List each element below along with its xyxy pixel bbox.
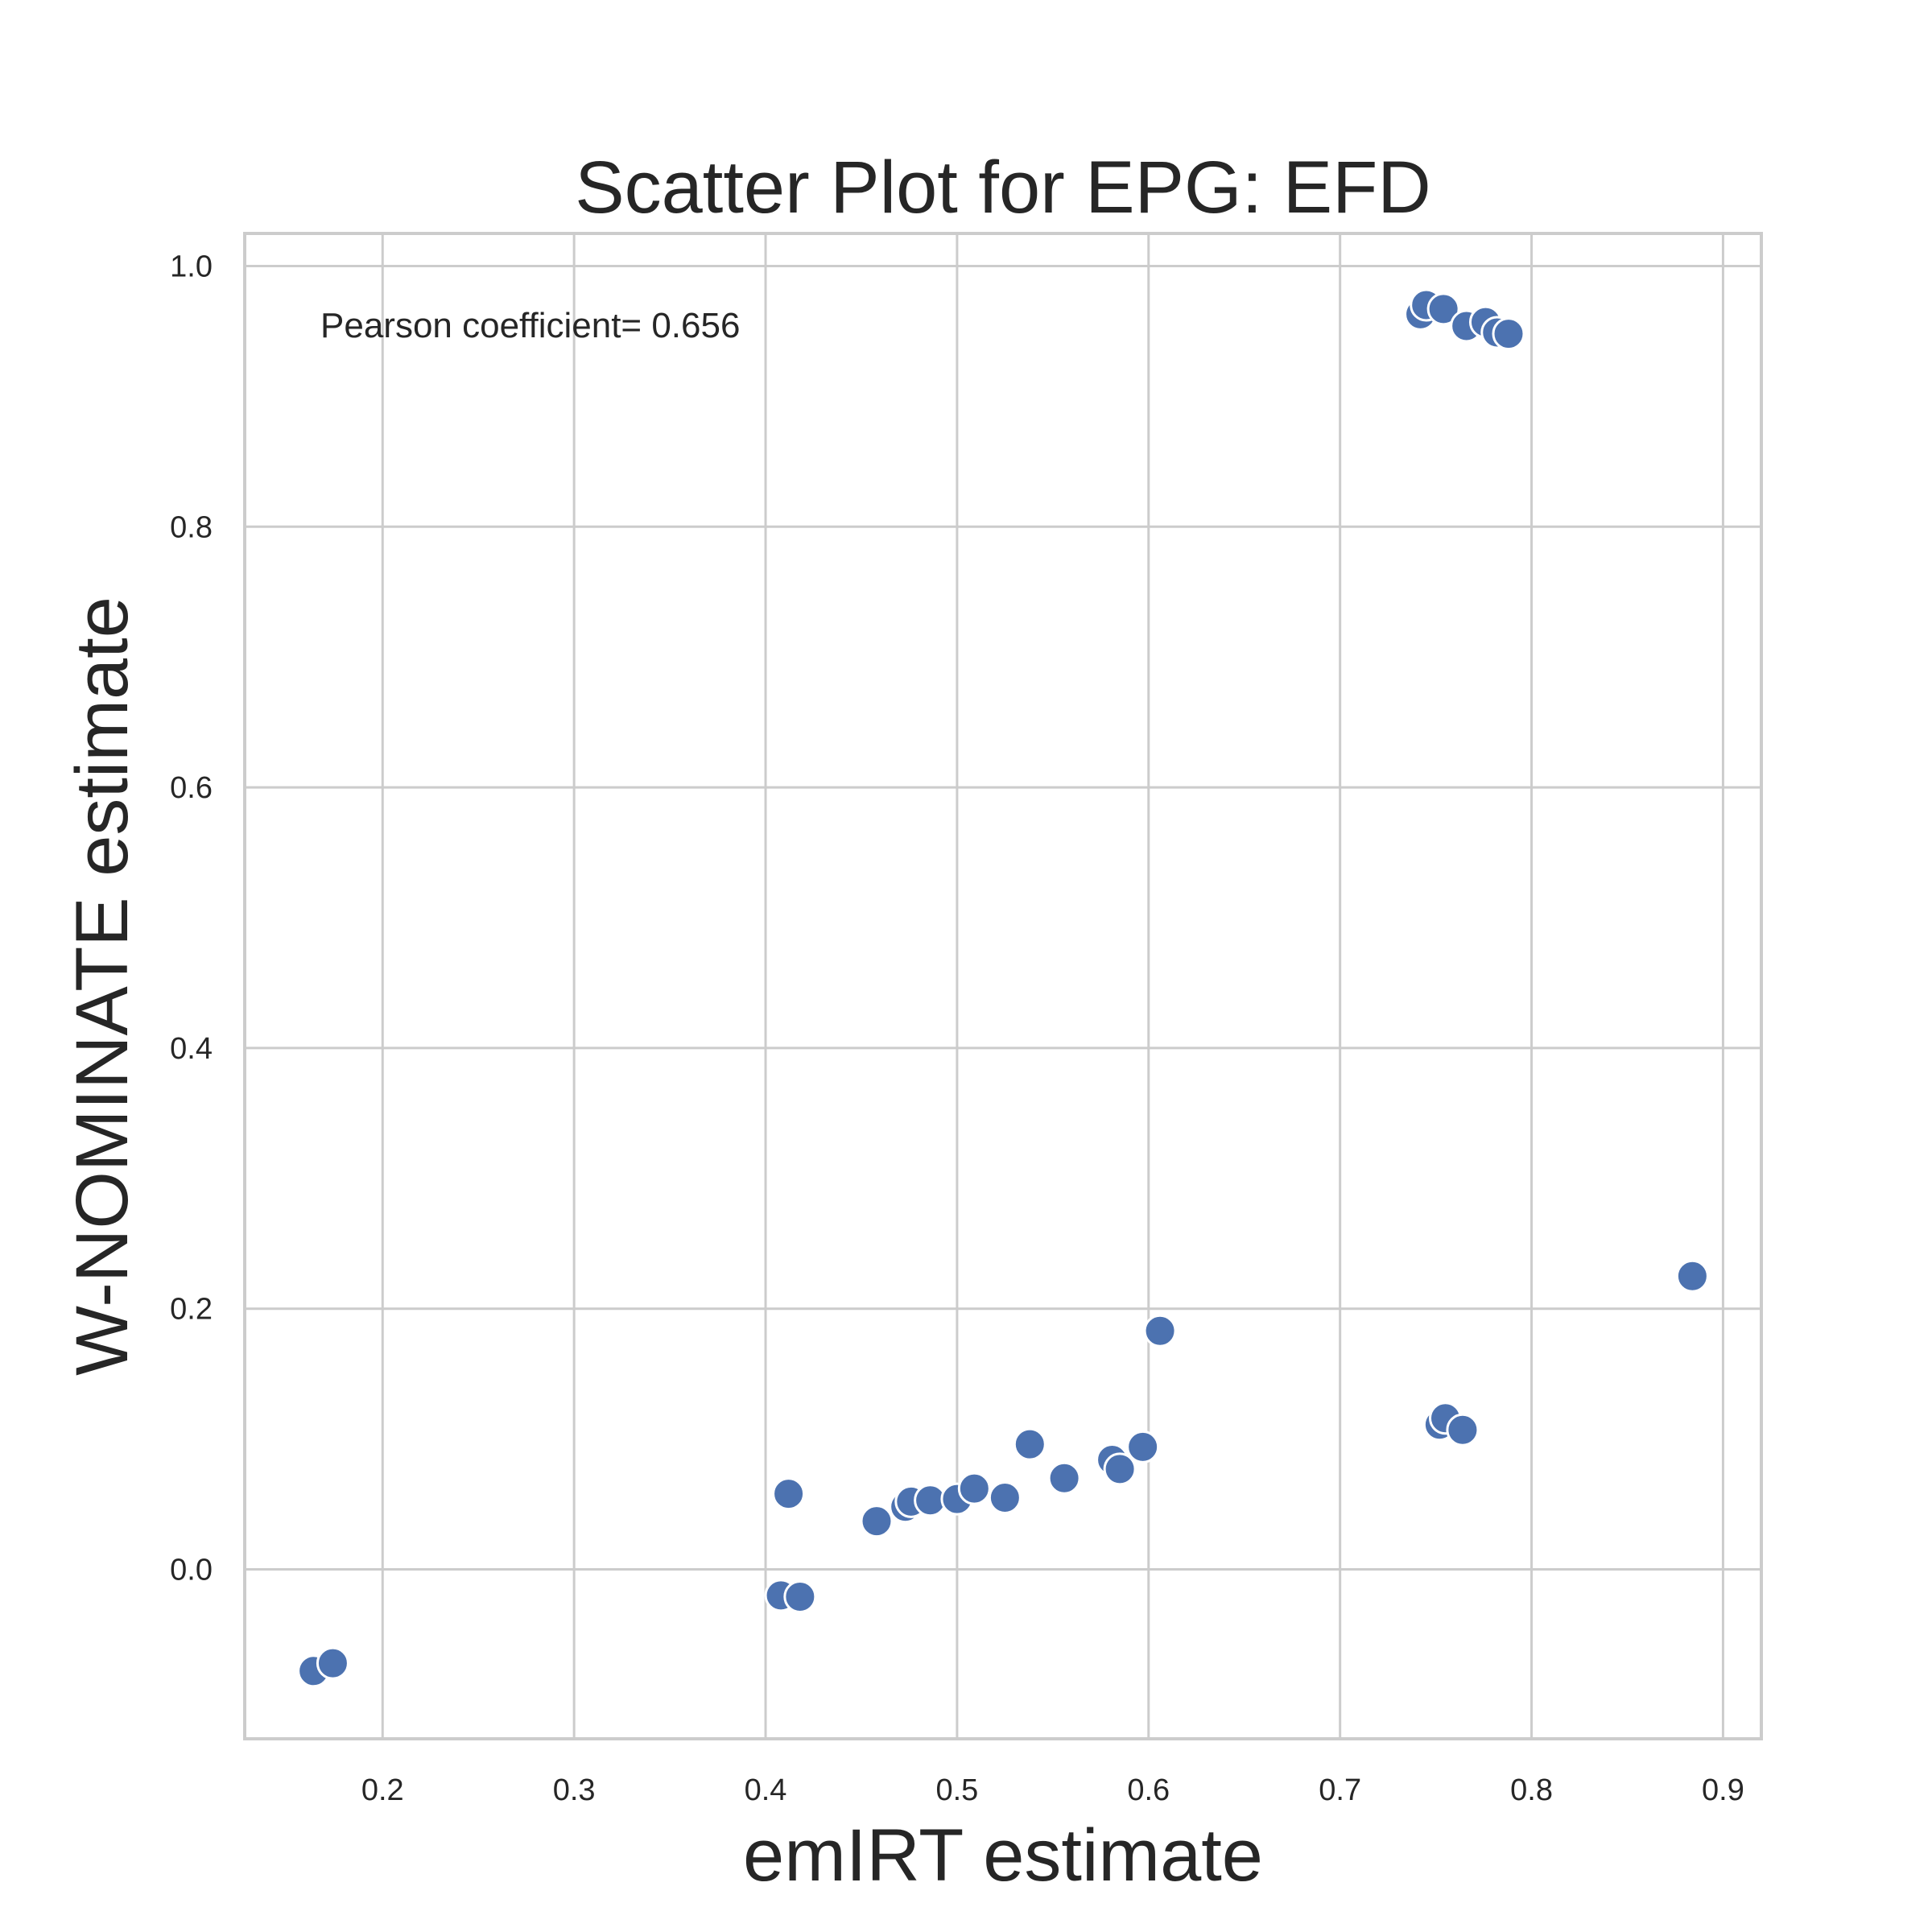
plot-frame <box>243 232 1763 1740</box>
pearson-annotation: Pearson coefficient= 0.656 <box>320 306 740 345</box>
y-tick-label: 0.6 <box>170 771 213 805</box>
data-point <box>1675 1259 1709 1293</box>
data-point <box>1143 1314 1177 1348</box>
data-point <box>1013 1427 1046 1461</box>
chart-title: Scatter Plot for EPG: EFD <box>575 147 1430 229</box>
data-point <box>1103 1452 1137 1486</box>
data-point-layer <box>297 288 1709 1688</box>
x-tick-label: 0.3 <box>553 1773 596 1807</box>
data-point <box>316 1646 349 1680</box>
y-axis-label: W-NOMINATE estimate <box>61 597 143 1376</box>
grid-layer <box>245 233 1761 1739</box>
data-point <box>1126 1430 1160 1463</box>
data-point <box>957 1472 991 1505</box>
data-point <box>1446 1413 1480 1447</box>
data-point <box>860 1505 894 1538</box>
y-tick-label: 0.0 <box>170 1554 213 1587</box>
y-tick-label: 1.0 <box>170 250 213 283</box>
y-tick-label: 0.2 <box>170 1293 213 1327</box>
y-tick-label: 0.8 <box>170 510 213 544</box>
x-tick-label: 0.4 <box>745 1773 787 1807</box>
data-point <box>1426 292 1460 326</box>
data-point <box>772 1477 806 1511</box>
x-tick-label: 0.7 <box>1319 1773 1361 1807</box>
data-point <box>1047 1461 1081 1495</box>
x-axis-label: emIRT estimate <box>743 1814 1263 1897</box>
data-point <box>783 1580 817 1614</box>
data-point <box>988 1480 1022 1514</box>
x-tick-label: 0.5 <box>935 1773 978 1807</box>
x-tick-label: 0.9 <box>1702 1773 1744 1807</box>
x-tick-label: 0.6 <box>1127 1773 1170 1807</box>
y-tick-label: 0.4 <box>170 1032 213 1066</box>
x-tick-label: 0.8 <box>1510 1773 1553 1807</box>
tick-label-layer: 0.2 0.3 0.4 0.5 0.6 0.7 0.8 0.9 0.0 0.2 0.4 0.6 0.8 1… <box>170 250 1744 1807</box>
x-tick-label: 0.2 <box>361 1773 404 1807</box>
data-point <box>1492 317 1525 351</box>
